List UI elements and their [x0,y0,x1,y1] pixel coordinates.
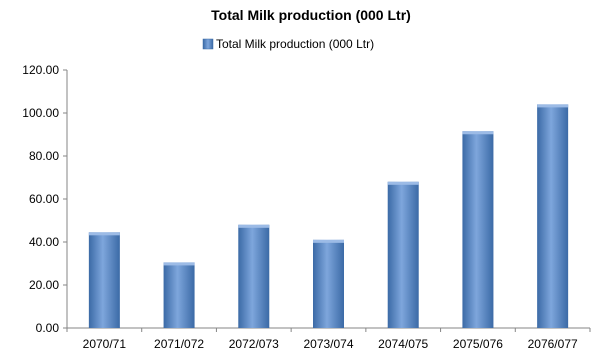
y-axis-ticks: 0.00 20.00 40.00 60.00 80.00 100.00 120.00 [22,63,59,335]
bar-cap [88,232,120,236]
bar-cap [537,104,569,108]
y-tick-label: 120.00 [22,63,59,77]
x-tick-label: 2070/71 [83,337,127,351]
axes [63,69,591,332]
chart-legend: Total Milk production (000 Ltr) [202,37,374,51]
bar-cap [462,131,494,135]
x-axis-ticks: 2070/71 2071/072 2072/073 2073/074 2074/075 2… [83,337,578,351]
bar-2071/072 [163,262,195,328]
bar-2074/075 [387,181,419,328]
x-tick-label: 2074/075 [378,337,428,351]
legend-label: Total Milk production (000 Ltr) [216,37,374,51]
x-tick-label: 2072/073 [229,337,279,351]
bar-2076/077 [537,104,569,329]
x-tick-label: 2076/077 [528,337,578,351]
bar-cap [313,239,344,243]
chart-title: Total Milk production (000 Ltr) [211,7,411,23]
bar-2072/073 [238,224,270,328]
legend-swatch [202,38,214,50]
x-tick-label: 2071/072 [154,337,204,351]
bar-2075/076 [462,131,494,328]
x-tick-label: 2075/076 [453,337,503,351]
bars [88,104,569,329]
y-tick-label: 40.00 [29,235,59,249]
x-tick-label: 2073/074 [303,337,353,351]
y-tick-label: 0.00 [36,321,60,335]
y-tick-label: 80.00 [29,149,59,163]
y-tick-label: 20.00 [29,278,59,292]
bar-cap [163,262,195,266]
y-tick-label: 100.00 [22,106,59,120]
bar-cap [387,181,419,185]
bar-2073/074 [313,239,344,328]
bar-2070/71 [88,232,120,328]
bar-cap [238,224,270,228]
y-tick-label: 60.00 [29,192,59,206]
